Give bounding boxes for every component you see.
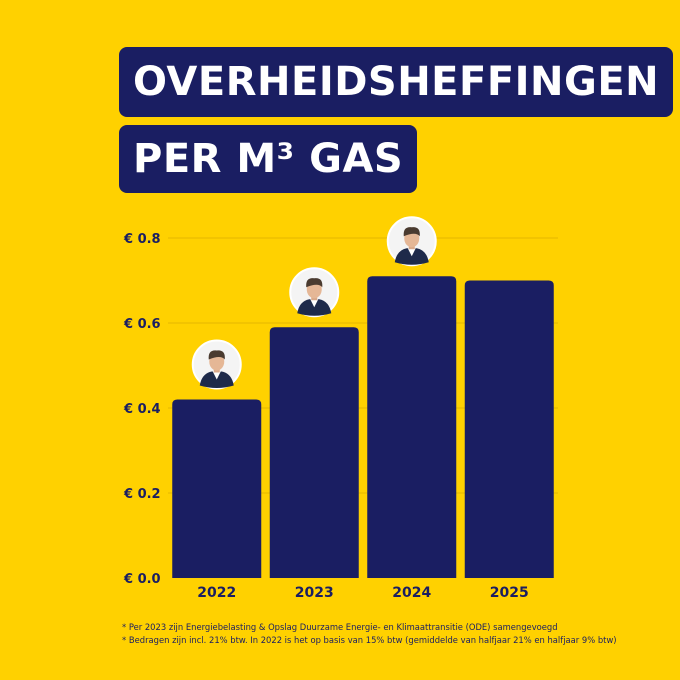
- y-axis-ticks: € 0.0 € 0.2 € 0.4 € 0.6 € 0.8: [123, 232, 161, 587]
- y-tick-label: € 0.0: [123, 572, 161, 587]
- avatars: [191, 216, 437, 390]
- footnote-2: * Bedragen zijn incl. 21% btw. In 2022 i…: [122, 635, 617, 645]
- x-tick-label-2025: 2025: [490, 585, 529, 601]
- chart-title-line-2: PER M³ GAS: [119, 125, 418, 193]
- x-tick-label-2022: 2022: [197, 585, 236, 601]
- footnotes: * Per 2023 zijn Energiebelasting & Opsla…: [122, 621, 662, 647]
- person-portrait-icon: [191, 339, 242, 390]
- bar-2023: [269, 327, 359, 578]
- bars: [172, 276, 554, 578]
- bar-2025: [464, 280, 554, 578]
- x-tick-label-2023: 2023: [295, 585, 334, 601]
- y-tick-label: € 0.4: [123, 402, 161, 417]
- y-tick-label: € 0.8: [123, 232, 161, 247]
- chart-title-line-1: OVERHEIDSHEFFINGEN: [119, 47, 674, 117]
- footnote-1: * Per 2023 zijn Energiebelasting & Opsla…: [122, 622, 558, 632]
- person-portrait-icon: [386, 216, 437, 267]
- bar-2024: [367, 276, 457, 578]
- x-axis-ticks: 2022 2023 2024 2025: [197, 585, 528, 601]
- person-portrait-icon: [289, 267, 340, 318]
- y-tick-label: € 0.2: [123, 487, 161, 502]
- y-tick-label: € 0.6: [123, 317, 161, 332]
- bar-2022: [172, 399, 262, 578]
- x-tick-label-2024: 2024: [392, 585, 431, 601]
